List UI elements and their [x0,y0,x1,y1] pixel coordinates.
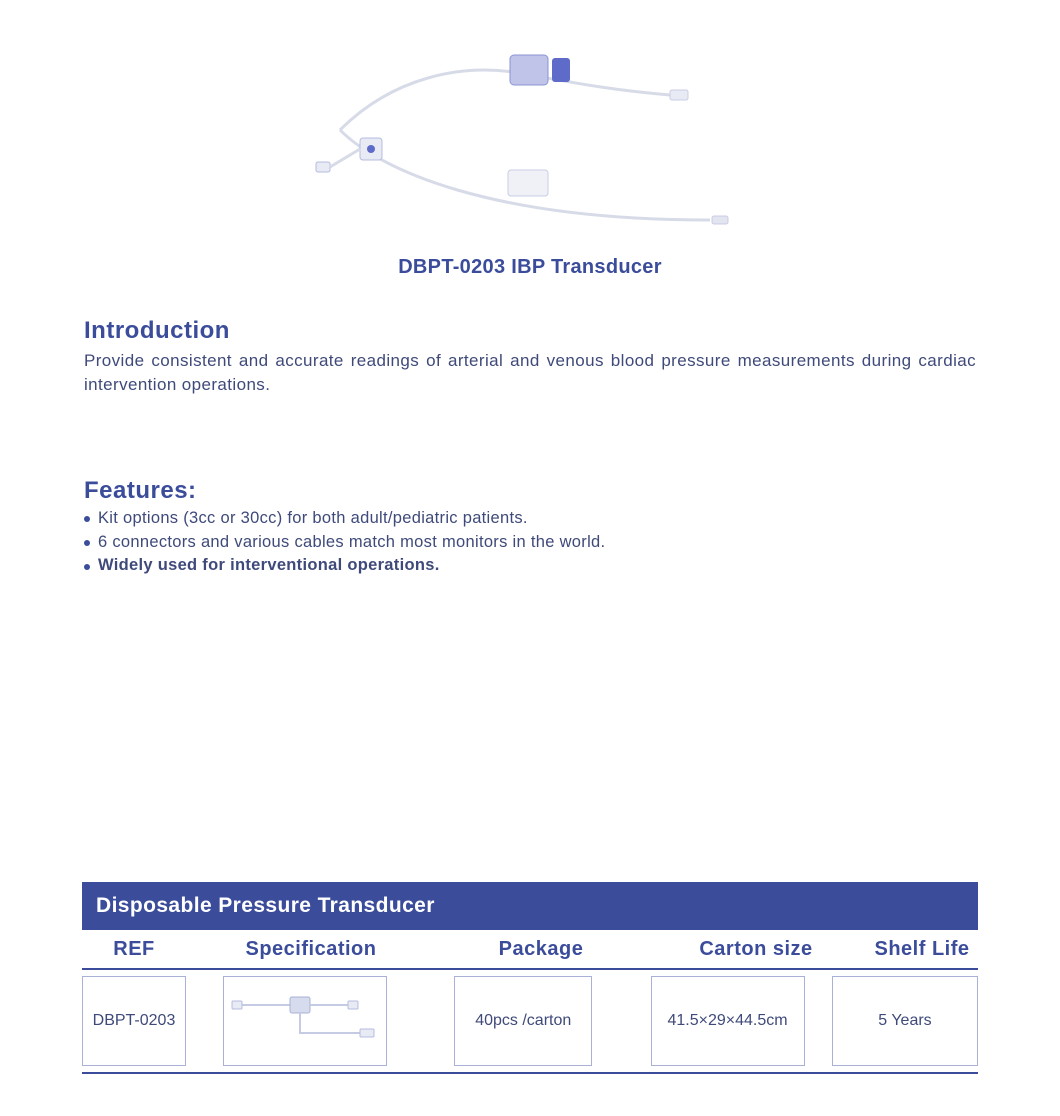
spec-table: Disposable Pressure Transducer REF Speci… [82,882,978,1074]
product-image-illustration [310,20,750,230]
features-section: Features: Kit options (3cc or 30cc) for … [0,477,1060,579]
product-title: DBPT-0203 IBP Transducer [0,256,1060,279]
column-header-pack: Package [436,938,646,961]
column-header-shelf: Shelf Life [866,938,978,961]
product-image-area [0,0,1060,250]
spec-column-headers: REF Specification Package Carton size Sh… [82,930,978,970]
cell-carton-size: 41.5×29×44.5cm [651,976,805,1066]
column-header-spec: Specification [186,938,436,961]
feature-item: Widely used for interventional operation… [84,554,976,578]
cell-specification-diagram [223,976,387,1066]
column-header-csize: Carton size [646,938,866,961]
introduction-text: Provide consistent and accurate readings… [84,349,976,397]
introduction-heading: Introduction [84,317,976,345]
features-heading: Features: [84,477,976,505]
cell-ref: DBPT-0203 [82,976,186,1066]
introduction-section: Introduction Provide consistent and accu… [0,317,1060,397]
feature-item: 6 connectors and various cables match mo… [84,531,976,555]
spec-thumbnail-icon [230,983,380,1059]
spec-table-title: Disposable Pressure Transducer [82,882,978,930]
feature-list: Kit options (3cc or 30cc) for both adult… [84,507,976,579]
column-header-ref: REF [82,938,186,961]
cell-shelf-life: 5 Years [832,976,978,1066]
table-row: DBPT-0203 40pcs /carton 41.5×29×44.5cm [82,970,978,1074]
feature-item: Kit options (3cc or 30cc) for both adult… [84,507,976,531]
cell-package: 40pcs /carton [454,976,592,1066]
